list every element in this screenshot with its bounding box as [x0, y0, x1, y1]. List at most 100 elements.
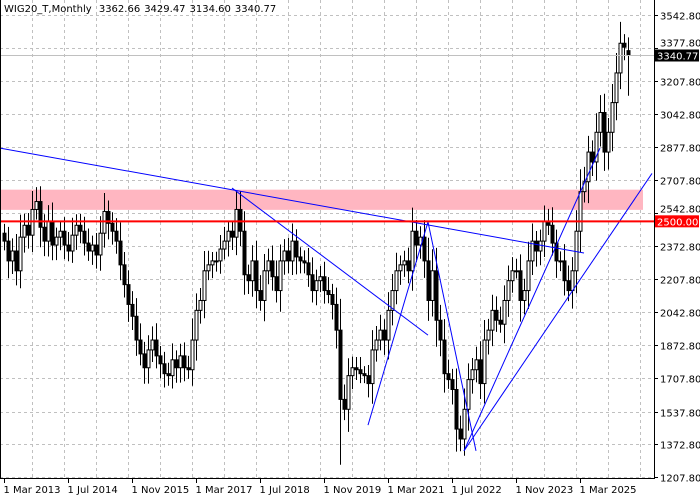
candle — [218, 234, 223, 274]
candle — [18, 214, 23, 289]
candle-body-bearish — [306, 262, 311, 276]
candle-body-bullish — [170, 359, 175, 377]
candle — [362, 366, 367, 384]
candle — [182, 342, 187, 382]
candle — [58, 220, 63, 251]
candle-body-bearish — [158, 355, 163, 365]
candle — [14, 233, 19, 286]
candle — [478, 341, 483, 400]
candle — [90, 235, 95, 265]
candle-body-bearish — [338, 329, 343, 400]
candle — [170, 343, 175, 389]
y-tick-label: 3042.80 — [660, 111, 700, 122]
candle — [290, 223, 295, 275]
candle-body-bullish — [606, 131, 611, 153]
candle-body-bearish — [442, 339, 447, 375]
candle-body-bullish — [282, 250, 287, 262]
level-price-label: 2500.00 — [657, 217, 698, 228]
candle-body-bullish — [490, 309, 495, 331]
candle-body-bullish — [314, 280, 319, 292]
candle — [142, 341, 147, 384]
candle-body-bullish — [18, 236, 23, 272]
candle-body-bearish — [42, 226, 47, 242]
candle-body-bearish — [322, 276, 327, 292]
candle — [250, 245, 255, 297]
candle — [390, 273, 395, 326]
candle — [510, 257, 515, 293]
candle-body-bullish — [74, 224, 79, 236]
x-tick-label: 1 Nov 2023 — [516, 485, 574, 496]
candle — [498, 306, 503, 333]
candle-body-bearish — [326, 290, 331, 296]
candle-body-bearish — [122, 264, 127, 286]
candle-body-bullish — [394, 270, 399, 292]
x-tick-label: 1 Jul 2018 — [260, 485, 310, 496]
candle-body-bullish — [266, 260, 271, 272]
trendline — [367, 221, 429, 426]
candle — [50, 202, 55, 261]
candle — [610, 84, 615, 152]
candle — [578, 169, 583, 253]
candle-body-bearish — [454, 389, 459, 430]
candle — [278, 244, 283, 312]
candle — [430, 249, 435, 317]
candle — [458, 415, 463, 452]
candle-body-bullish — [530, 240, 535, 262]
candle — [594, 113, 599, 181]
candle — [562, 244, 567, 296]
candle — [542, 205, 547, 257]
candle-body-bearish — [82, 230, 87, 244]
candle — [178, 343, 183, 383]
candle — [514, 258, 519, 279]
candle-body-bearish — [242, 230, 247, 276]
candle-body-bullish — [502, 299, 507, 325]
candle — [34, 187, 39, 220]
open-value: 3362.66 — [98, 4, 141, 15]
y-tick-label: 3207.80 — [660, 78, 700, 89]
candle — [86, 228, 91, 261]
candle-body-bearish — [566, 280, 571, 292]
candle-body-bullish — [346, 375, 351, 410]
candle-body-bullish — [462, 408, 467, 440]
candle-body-bullish — [90, 244, 95, 252]
candle-body-bearish — [174, 359, 179, 369]
candle — [234, 191, 239, 256]
candle-body-bullish — [474, 359, 479, 371]
trendline — [427, 221, 477, 451]
candle — [190, 318, 195, 386]
candle-body-bearish — [246, 274, 251, 282]
candle — [598, 95, 603, 147]
candle-body-bearish — [366, 375, 371, 385]
candle-body-bearish — [118, 240, 123, 266]
candle — [214, 251, 219, 272]
high-value: 3429.47 — [144, 4, 186, 15]
candle — [222, 226, 227, 260]
candle-body-bullish — [466, 379, 471, 410]
candle — [342, 384, 347, 421]
candle — [534, 231, 539, 267]
candle-body-bearish — [382, 329, 387, 341]
candle-body-bullish — [262, 270, 267, 301]
candle-body-bullish — [386, 309, 391, 341]
y-tick-label: 1372.80 — [660, 441, 700, 452]
candle — [550, 207, 555, 256]
y-tick-label: 2372.80 — [660, 243, 700, 254]
x-tick-label: 1 Jul 2022 — [452, 485, 502, 496]
candle — [442, 319, 447, 393]
level-price-tag — [655, 215, 699, 228]
x-tick-label: 1 Mar 2013 — [4, 485, 61, 496]
candle — [470, 358, 475, 394]
candle-body-bullish — [70, 234, 75, 252]
candle — [606, 118, 611, 170]
candle — [318, 266, 323, 293]
candle-body-bearish — [494, 309, 499, 321]
candle — [306, 248, 311, 287]
candle — [206, 250, 211, 281]
candle-body-bearish — [498, 319, 503, 325]
x-tick-label: 1 Nov 2015 — [132, 485, 190, 496]
candle — [402, 250, 407, 277]
candle-body-bearish — [562, 260, 567, 282]
candle-body-bullish — [350, 367, 355, 377]
candle-body-bullish — [278, 260, 283, 292]
